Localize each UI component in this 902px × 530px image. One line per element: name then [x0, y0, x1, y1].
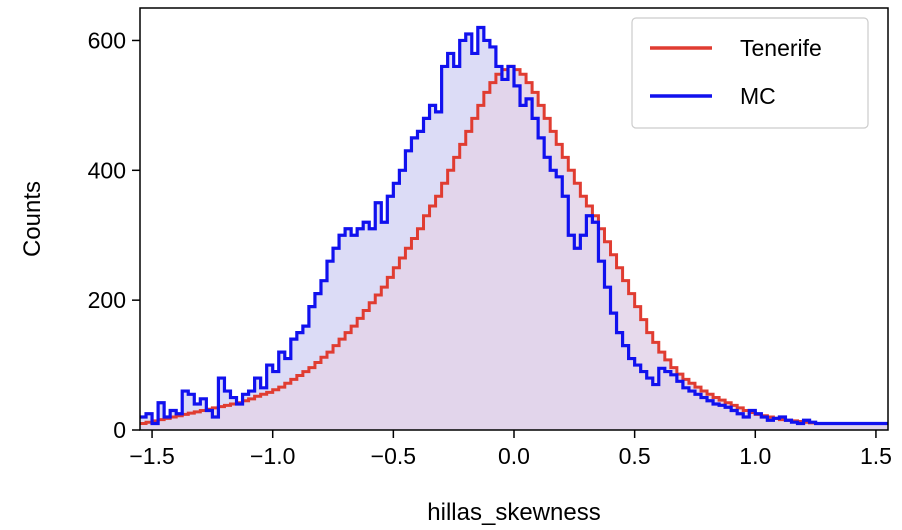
series-fill-tenerife	[140, 66, 888, 430]
x-tick-label: −0.5	[371, 443, 416, 469]
x-tick-label: −1.0	[250, 443, 295, 469]
legend-label-tenerife: Tenerife	[740, 35, 822, 61]
legend-label-mc: MC	[740, 83, 776, 109]
y-tick-label: 600	[88, 27, 126, 53]
histogram-steps	[140, 25, 888, 426]
y-tick-label: 200	[88, 287, 126, 313]
y-axis-ticks: 0 200 400 600	[88, 27, 140, 443]
y-axis-label: Counts	[19, 181, 46, 257]
x-axis-ticks: −1.5 −1.0 −0.5 0.0 0.5 1.0 1.5	[129, 430, 892, 469]
series-line-mc	[140, 25, 888, 426]
legend: Tenerife MC	[631, 17, 869, 129]
y-tick-label: 0	[113, 417, 126, 443]
series-line-tenerife	[140, 64, 888, 426]
x-axis-label: hillas_skewness	[427, 499, 600, 526]
y-tick-label: 400	[88, 157, 126, 183]
x-tick-label: 1.0	[739, 443, 771, 469]
x-tick-label: 1.5	[860, 443, 892, 469]
x-tick-label: −1.5	[129, 443, 174, 469]
legend-box	[631, 17, 869, 129]
histogram-fills	[140, 27, 888, 430]
x-tick-label: 0.0	[498, 443, 530, 469]
x-tick-label: 0.5	[619, 443, 651, 469]
